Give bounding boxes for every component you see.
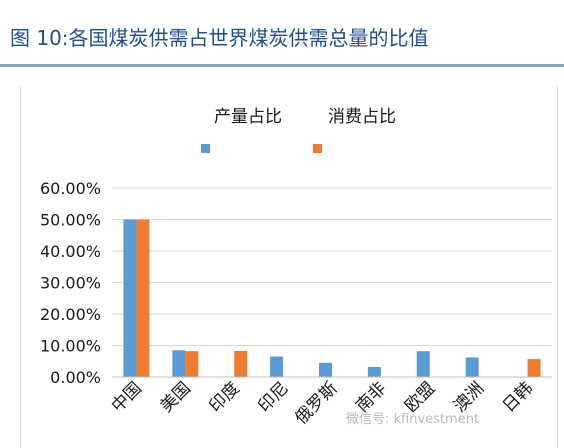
legend-swatch-production <box>201 144 210 153</box>
bar-consumption <box>185 351 199 377</box>
legend-swatch-consumption <box>313 144 322 153</box>
legend-label-production: 产量占比 <box>214 107 282 127</box>
bar-consumption <box>234 350 248 377</box>
page-title: 图 10:各国煤炭供需占世界煤炭供需总量的比值 <box>10 26 429 50</box>
x-tick-label: 中国 <box>108 378 146 416</box>
bar-production <box>172 350 186 377</box>
bar-consumption <box>527 359 541 377</box>
bar-production <box>270 356 284 377</box>
panel-border-left <box>20 86 21 448</box>
y-tick-label: 20.00% <box>40 305 101 324</box>
panel-border-right <box>557 86 558 448</box>
x-tick-label: 印尼 <box>254 378 292 416</box>
x-tick-label: 印度 <box>206 378 244 416</box>
y-tick-label: 60.00% <box>40 179 101 198</box>
x-tick-label: 美国 <box>157 378 195 416</box>
bar-consumption <box>136 219 150 377</box>
y-tick-label: 50.00% <box>40 211 101 230</box>
y-tick-label: 30.00% <box>40 274 101 293</box>
bar-production <box>416 351 430 377</box>
bar-production <box>123 219 137 377</box>
watermark: 微信号: kfinvestment <box>346 412 480 427</box>
bar-production <box>465 357 479 377</box>
title-divider <box>0 64 564 67</box>
y-tick-label: 40.00% <box>40 242 101 261</box>
x-tick-label: 俄罗斯 <box>291 378 341 428</box>
bar-production <box>367 366 381 377</box>
x-tick-label: 日韩 <box>499 378 537 416</box>
y-tick-label: 0.00% <box>50 368 101 387</box>
legend-label-consumption: 消费占比 <box>328 107 396 127</box>
bar-production <box>319 362 332 377</box>
y-tick-label: 10.00% <box>40 337 101 356</box>
